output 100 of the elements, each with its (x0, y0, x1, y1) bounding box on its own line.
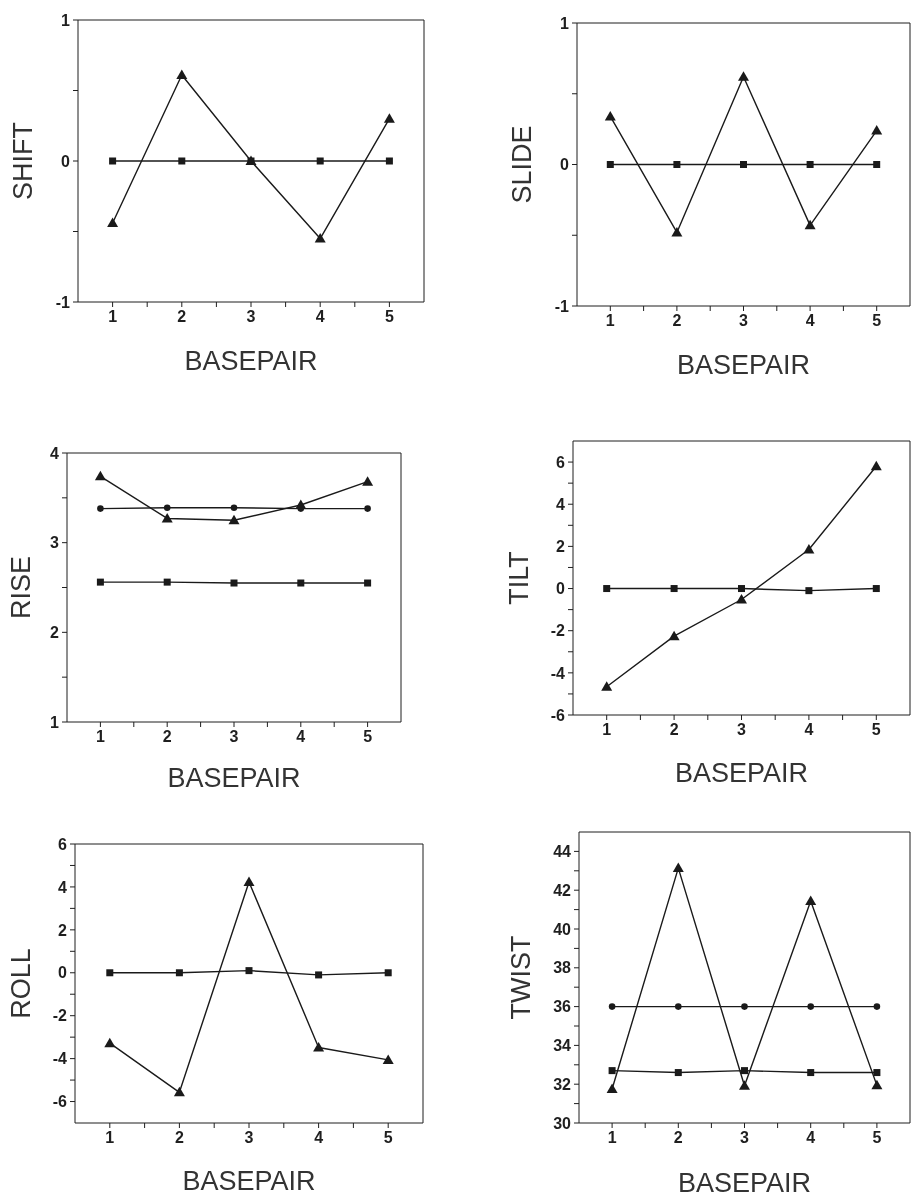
point (297, 579, 305, 587)
y-tick-label: 30 (553, 1114, 572, 1132)
y-tick-label: 0 (560, 156, 570, 174)
point (228, 514, 240, 525)
point (807, 1003, 814, 1010)
x-tick-label: 1 (605, 312, 615, 330)
point (243, 876, 255, 886)
x-tick-label: 3 (229, 728, 239, 746)
point (805, 895, 817, 906)
x-tick-label: 2 (672, 312, 682, 330)
x-tick-label: 5 (872, 312, 882, 330)
point (382, 1054, 394, 1064)
point (230, 504, 238, 511)
x-tick-label: 2 (162, 728, 172, 746)
point (736, 594, 747, 604)
point (176, 69, 188, 79)
point (314, 233, 326, 243)
y-tick-label: 2 (556, 538, 566, 556)
y-tick-label: 44 (553, 843, 572, 861)
point (313, 1041, 325, 1052)
y-tick-label: -2 (52, 1007, 68, 1025)
x-axis-title: BASEPAIR (167, 763, 301, 793)
y-tick-label: 34 (553, 1037, 572, 1055)
point (739, 1080, 750, 1090)
point (107, 217, 119, 228)
x-tick-label: 5 (871, 721, 881, 739)
y-axis-title: TILT (504, 551, 534, 605)
point (871, 1079, 883, 1090)
x-tick-label: 1 (95, 728, 105, 746)
y-tick-label: -4 (550, 664, 566, 682)
point (606, 1083, 618, 1094)
point (315, 971, 323, 979)
y-tick-label: -1 (554, 297, 570, 315)
point (163, 504, 171, 511)
point (805, 587, 813, 595)
point (109, 157, 117, 165)
point (163, 578, 171, 586)
point (606, 161, 614, 168)
x-tick-label: 2 (177, 308, 187, 326)
y-tick-label: 32 (553, 1075, 572, 1093)
point (161, 512, 173, 523)
point (738, 71, 749, 81)
point (741, 1067, 748, 1075)
y-tick-label: 0 (58, 964, 68, 982)
x-tick-label: 4 (314, 1129, 324, 1147)
point (873, 1003, 881, 1010)
x-tick-label: 1 (607, 1129, 617, 1147)
y-tick-label: 4 (58, 878, 68, 896)
point (94, 470, 106, 481)
x-tick-label: 5 (363, 728, 373, 746)
y-tick-label: 42 (553, 881, 572, 899)
point (96, 578, 104, 586)
x-tick-label: 4 (315, 308, 325, 326)
x-tick-label: 3 (737, 721, 747, 739)
y-tick-label: 3 (50, 534, 60, 552)
x-tick-label: 5 (872, 1129, 882, 1147)
point (668, 630, 680, 641)
point (673, 161, 681, 168)
point (364, 579, 372, 587)
y-tick-label: 1 (560, 14, 570, 32)
y-tick-label: 36 (553, 998, 572, 1016)
x-tick-label: 4 (806, 1129, 816, 1147)
point (608, 1067, 616, 1075)
point (364, 505, 371, 512)
x-tick-label: 5 (383, 1129, 393, 1147)
y-tick-label: 2 (50, 624, 60, 642)
point (741, 1003, 748, 1010)
y-tick-label: 6 (58, 835, 68, 853)
point (173, 1086, 185, 1097)
x-tick-label: 4 (805, 312, 815, 330)
x-tick-label: 2 (673, 1129, 683, 1147)
y-axis-title: TWIST (506, 935, 536, 1020)
point (803, 544, 815, 554)
point (97, 505, 104, 512)
y-axis-title: SHIFT (8, 122, 38, 200)
point (608, 1003, 616, 1010)
x-axis-title: BASEPAIR (184, 346, 318, 376)
x-tick-label: 2 (174, 1129, 184, 1147)
y-axis-title: RISE (6, 555, 36, 620)
y-tick-label: 6 (556, 453, 566, 471)
y-tick-label: 1 (61, 11, 71, 29)
point (804, 219, 816, 230)
point (873, 1069, 881, 1077)
x-tick-label: 3 (739, 312, 749, 330)
x-tick-label: 5 (384, 308, 394, 326)
point (603, 585, 611, 593)
point (362, 476, 374, 486)
point (740, 161, 747, 168)
y-tick-label: 4 (556, 495, 566, 513)
y-axis-title: ROLL (6, 948, 36, 1019)
x-tick-label: 1 (602, 721, 612, 739)
point (670, 585, 678, 593)
point (383, 113, 395, 123)
point (871, 125, 883, 135)
x-tick-label: 1 (105, 1129, 115, 1147)
point (675, 1003, 682, 1010)
point (316, 157, 324, 165)
y-tick-label: 40 (553, 920, 572, 938)
y-tick-label: -2 (550, 622, 566, 640)
point (230, 579, 238, 587)
